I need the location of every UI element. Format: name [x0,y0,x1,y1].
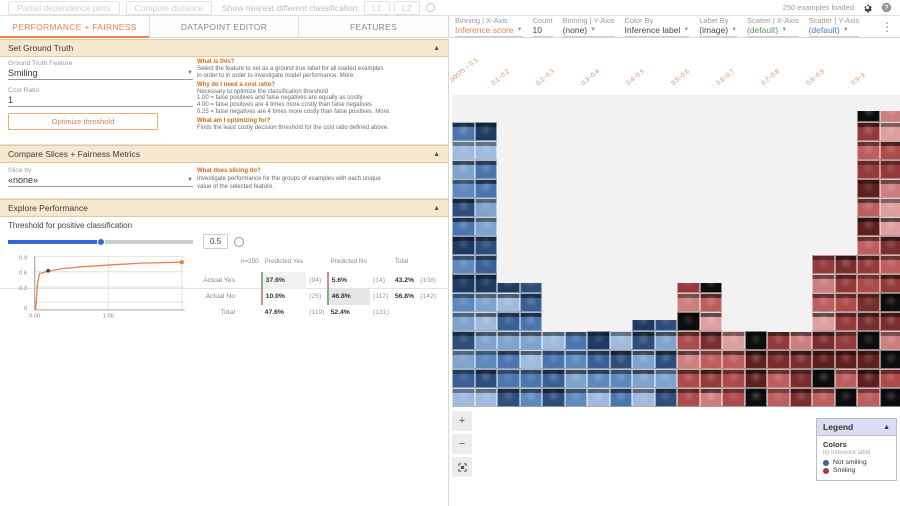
svg-text:1.00: 1.00 [103,314,114,320]
svg-text:0.3: 0.3 [19,286,27,292]
svg-text:0.00: 0.00 [29,314,40,320]
svg-text:0.9: 0.9 [19,255,27,261]
svg-text:0.6: 0.6 [19,271,27,277]
svg-text:0: 0 [24,306,27,312]
